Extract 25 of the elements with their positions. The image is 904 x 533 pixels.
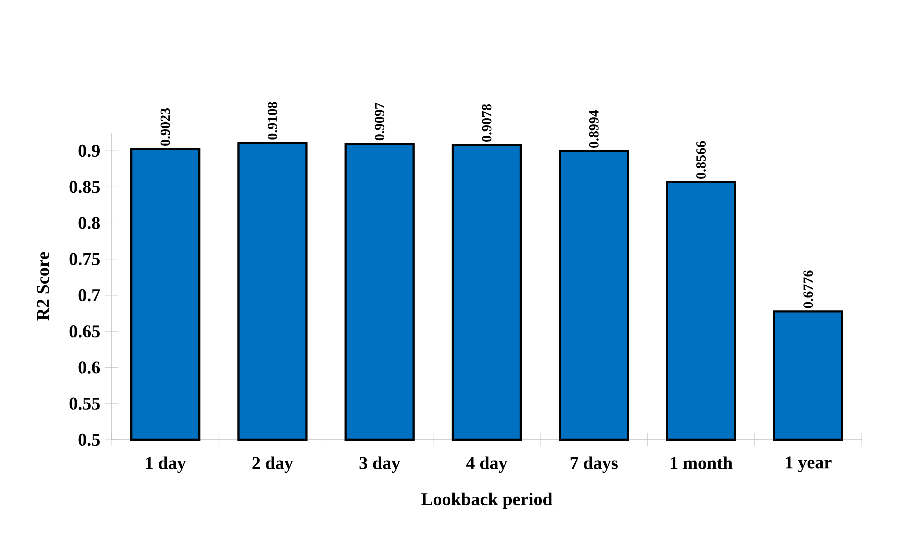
y-tick-label: 0.65 xyxy=(70,326,100,338)
y-tick-label: 0.9 xyxy=(78,144,100,158)
x-tick-label: 4 day xyxy=(466,456,508,474)
x-tick-label: 3 day xyxy=(360,456,400,474)
x-tick-label: 1 day xyxy=(146,456,186,474)
y-tick-label: 0.7 xyxy=(78,289,100,302)
x-axis-title: Lookback period xyxy=(422,492,553,510)
y-tick-label: 0.85 xyxy=(70,181,100,194)
y-axis-title: R2 Score xyxy=(37,252,50,321)
data-label: 0.6776 xyxy=(804,270,814,308)
data-label: 0.9097 xyxy=(375,102,385,141)
y-tick-label: 0.75 xyxy=(70,253,100,266)
y-tick-label: 0.55 xyxy=(70,398,100,410)
x-tick-label: 1 month xyxy=(670,456,733,470)
x-tick-label: 1 year xyxy=(786,456,832,472)
data-label: 0.8994 xyxy=(589,110,599,148)
data-label: 0.8566 xyxy=(696,141,706,179)
y-tick-label: 0.8 xyxy=(78,217,100,230)
x-tick-label: 7 days xyxy=(570,456,618,474)
y-tick-label: 0.5 xyxy=(78,434,100,446)
data-label: 0.9078 xyxy=(482,104,492,142)
data-label: 0.9108 xyxy=(268,102,278,140)
data-label: 0.9023 xyxy=(160,108,170,146)
y-tick-label: 0.6 xyxy=(78,362,100,374)
x-tick-label: 2 day xyxy=(252,456,294,474)
